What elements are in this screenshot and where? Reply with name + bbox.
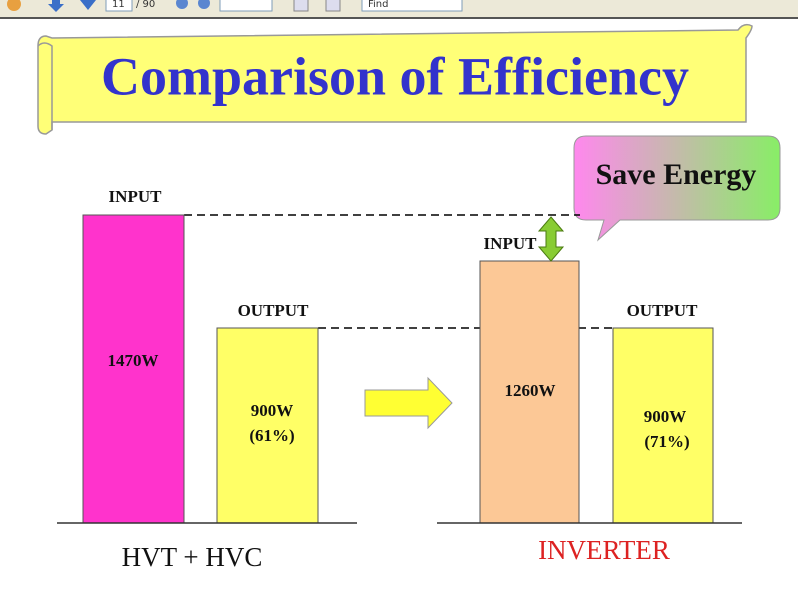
zoom-out[interactable] <box>176 0 188 9</box>
callout-text: Save Energy <box>596 158 757 191</box>
search-box[interactable] <box>361 0 463 12</box>
page-count: / 90 <box>136 0 155 10</box>
input-value: 1470W <box>108 351 159 370</box>
output-bar <box>216 327 319 524</box>
icon[interactable] <box>7 0 21 11</box>
page-number: 11 <box>112 0 125 10</box>
output-percent: (61%) <box>249 426 294 445</box>
input-label: INPUT <box>109 187 163 206</box>
zoom-in[interactable] <box>198 0 210 9</box>
zoom-box[interactable] <box>219 0 273 12</box>
output-value: 900W <box>644 407 687 426</box>
output-percent: (71%) <box>644 432 689 451</box>
callout-bubble <box>573 135 781 242</box>
next-button[interactable] <box>80 0 96 10</box>
input-bar <box>479 260 580 524</box>
search-placeholder: Find <box>368 0 389 10</box>
output-label: OUTPUT <box>238 301 310 320</box>
input-label: INPUT <box>484 234 538 253</box>
output-label: OUTPUT <box>627 301 699 320</box>
page-input[interactable] <box>105 0 133 12</box>
left-caption: HVT + HVC <box>122 542 263 572</box>
slide-title: Comparison of Efficiency <box>101 46 689 106</box>
input-bar <box>82 214 185 524</box>
arrow <box>364 376 453 430</box>
fit-page[interactable] <box>325 0 341 12</box>
input-value: 1260W <box>505 381 556 400</box>
right-caption: INVERTER <box>538 535 670 565</box>
output-bar <box>612 327 714 524</box>
fit-width[interactable] <box>293 0 309 12</box>
banner-curl <box>37 42 53 130</box>
output-value: 900W <box>251 401 294 420</box>
prev-button[interactable] <box>48 0 64 12</box>
banner <box>37 23 753 135</box>
double-arrow <box>537 216 565 262</box>
